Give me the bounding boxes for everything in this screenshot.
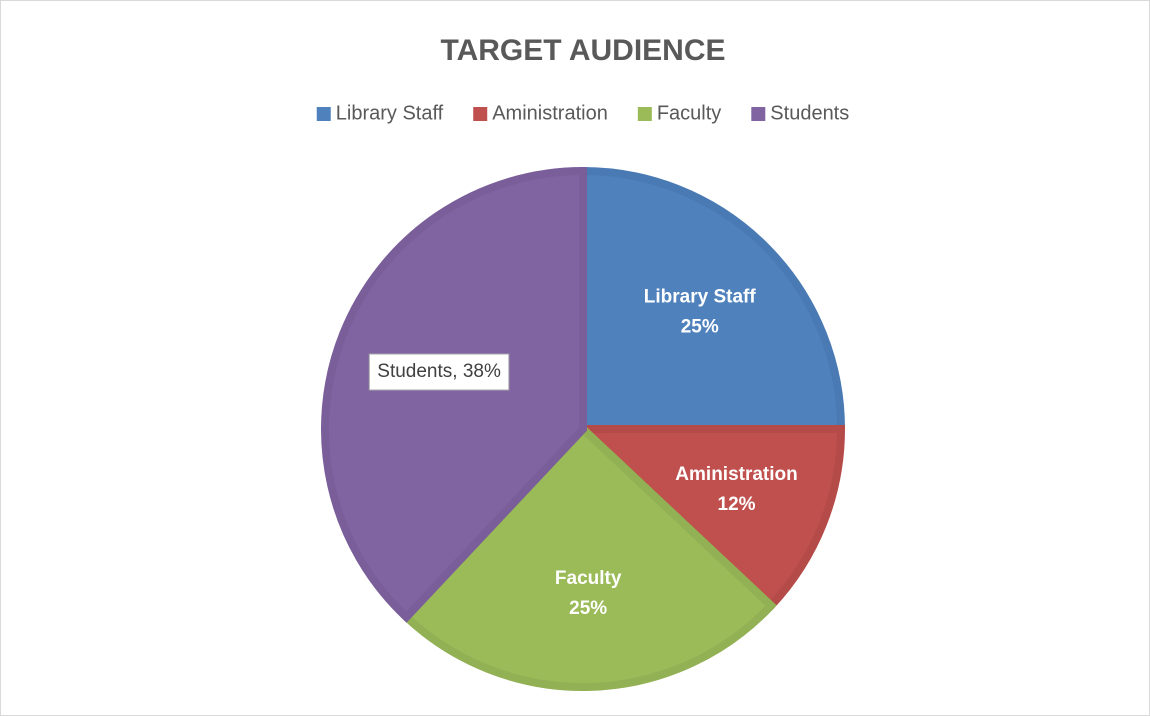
legend-label: Library Staff [336, 102, 444, 124]
data-label: 25% [681, 316, 719, 337]
data-label-box [368, 353, 510, 391]
legend-swatch [316, 107, 331, 121]
data-label-category: Faculty [555, 568, 622, 589]
legend-swatch [473, 107, 488, 121]
legend-label: Students [770, 102, 849, 124]
legend-label: Aministration [492, 102, 608, 124]
pie-slice [400, 423, 777, 691]
data-label: 25% [569, 598, 607, 619]
legend-swatch [637, 107, 652, 121]
legend: Library Staff Aministration Faculty Student… [316, 102, 849, 124]
data-label: Students, 38% [377, 361, 501, 382]
data-label: 12% [718, 494, 756, 515]
pie-slice [572, 425, 846, 612]
legend-label: Faculty [657, 102, 721, 124]
legend-swatch [751, 107, 766, 121]
data-label-category: Library Staff [644, 286, 757, 307]
data-label-category: Aministration [675, 464, 797, 485]
pie-slice [321, 166, 587, 623]
chart-title: TARGET AUDIENCE [441, 34, 726, 67]
pie-slice [579, 166, 846, 433]
